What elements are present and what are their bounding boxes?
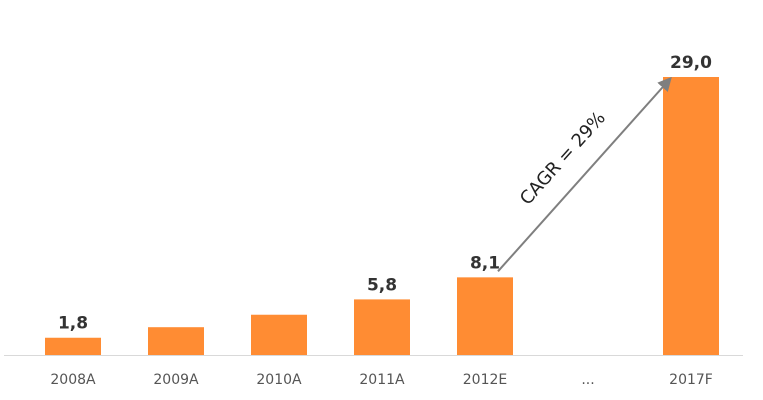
data-label-2011a: 5,8 bbox=[367, 275, 397, 295]
bar-2011a bbox=[354, 299, 410, 355]
data-label-2017f: 29,0 bbox=[670, 53, 712, 73]
x-tick-2010a: 2010A bbox=[256, 372, 302, 388]
bars-group bbox=[45, 77, 719, 355]
bar-2010a bbox=[251, 314, 307, 355]
bar-2008a bbox=[45, 337, 101, 355]
x-tick-2012e: 2012E bbox=[463, 372, 507, 388]
x-tick-labels-group: 2008A 2009A 2010A 2011A 2012E... 2017F bbox=[50, 372, 712, 388]
x-tick-2009a: 2009A bbox=[153, 372, 199, 388]
x-tick-2017f: 2017F bbox=[669, 372, 713, 388]
x-tick-2008a: 2008A bbox=[50, 372, 96, 388]
bar-2012e bbox=[457, 277, 513, 355]
x-tick-gap: ... bbox=[581, 372, 594, 388]
cagr-annotation: CAGR = 29% bbox=[516, 108, 610, 210]
data-label-2012e: 8,1 bbox=[470, 253, 500, 273]
bar-2009a bbox=[148, 327, 204, 355]
x-tick-2011a: 2011A bbox=[359, 372, 405, 388]
value-labels-group: 1,8 5,8 8,1 29,0 bbox=[58, 53, 712, 334]
data-label-2008a: 1,8 bbox=[58, 314, 88, 334]
cagr-arrow bbox=[497, 76, 672, 273]
bar-2017f bbox=[663, 77, 719, 355]
